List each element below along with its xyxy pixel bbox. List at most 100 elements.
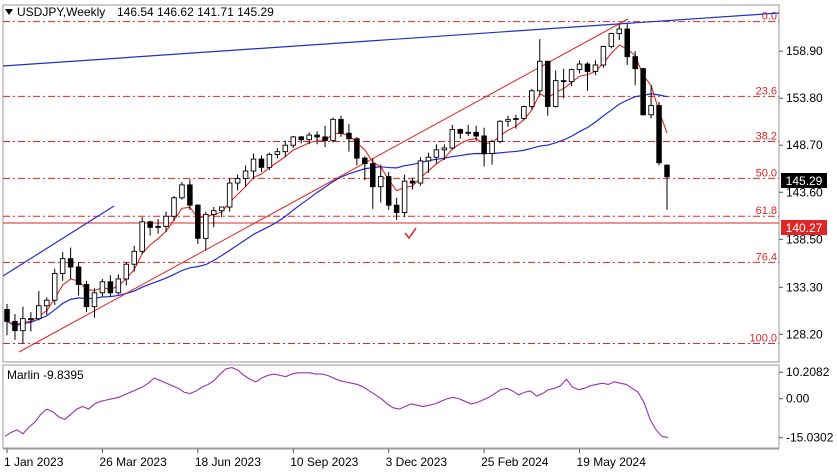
candle <box>195 204 201 244</box>
candle-body <box>640 68 646 116</box>
price-tick-label: 158.90 <box>786 44 823 58</box>
candle-body <box>91 292 98 308</box>
candle <box>616 23 623 41</box>
time-tick-label: 25 Feb 2024 <box>481 455 549 469</box>
red-envelope-line <box>6 44 668 326</box>
price-tick-label: 138.50 <box>786 232 823 246</box>
candle-body <box>67 258 74 268</box>
candle-body <box>648 105 654 116</box>
candle <box>417 157 424 186</box>
time-tick-label: 18 Jun 2023 <box>195 455 261 469</box>
candle <box>552 70 559 108</box>
candle <box>203 211 209 251</box>
candle-body <box>83 284 90 308</box>
candle <box>163 211 169 232</box>
candle-body <box>12 320 18 332</box>
candle-body <box>171 197 177 217</box>
candle-body <box>346 132 352 140</box>
trend-lines <box>2 12 780 353</box>
fib-level-label: 100.0 <box>749 333 777 345</box>
candle-body <box>552 80 559 107</box>
candle-body <box>139 221 145 252</box>
candle-body <box>4 308 10 322</box>
candle-body <box>195 204 201 239</box>
candle <box>139 217 145 255</box>
blue-trendline <box>2 12 780 67</box>
candle <box>457 128 464 139</box>
candle-body <box>441 147 448 151</box>
price-tick-label: 128.20 <box>786 327 823 341</box>
candle-body <box>330 118 336 142</box>
candle-body <box>576 63 583 71</box>
candle-body <box>505 118 511 122</box>
time-tick-label: 10 Sep 2023 <box>290 455 358 469</box>
candle <box>28 312 34 332</box>
candle-body <box>187 184 193 206</box>
candle <box>314 131 320 145</box>
candle <box>624 23 630 65</box>
candle <box>664 164 670 210</box>
candle <box>306 132 312 145</box>
candle-body <box>234 177 241 184</box>
candle <box>298 135 304 144</box>
candle <box>131 245 137 272</box>
time-tick-label: 19 May 2024 <box>577 455 647 469</box>
candle <box>433 144 440 164</box>
candle-body <box>433 149 440 158</box>
candle-body <box>616 28 623 35</box>
candle <box>282 140 289 158</box>
candle <box>505 115 511 127</box>
candle <box>513 114 519 129</box>
candle <box>576 60 583 74</box>
candle-body <box>370 163 376 188</box>
candle-body <box>457 129 464 134</box>
candle <box>346 124 352 152</box>
candle <box>226 178 233 212</box>
candle <box>234 174 241 191</box>
current-price-tag: 145.29 <box>781 173 827 188</box>
candle <box>544 60 551 116</box>
candle-body <box>465 131 471 134</box>
candle-body <box>36 305 42 320</box>
time-tick-label: 3 Dec 2023 <box>386 455 448 469</box>
candle-body <box>584 63 591 72</box>
fib-level-label: 23.6 <box>756 85 777 97</box>
price-tick-label: 143.60 <box>786 185 823 199</box>
candle <box>115 274 122 295</box>
candle-body <box>385 176 392 206</box>
candle-body <box>218 206 225 212</box>
candle <box>584 62 591 91</box>
price-tick-label: 148.70 <box>786 138 823 152</box>
candle <box>425 152 432 173</box>
candle <box>242 165 249 187</box>
candle <box>12 314 18 340</box>
moving-averages <box>6 44 668 327</box>
candle <box>250 153 257 180</box>
candle-body <box>338 118 344 134</box>
candle-body <box>322 136 328 142</box>
level-price-label: 140.27 <box>786 221 823 235</box>
candle-body <box>242 170 249 179</box>
candle-body <box>354 138 360 159</box>
candle-body <box>123 263 130 280</box>
candle-body <box>473 131 479 137</box>
candle <box>608 32 615 49</box>
candle <box>36 290 42 321</box>
candle <box>521 105 527 121</box>
price-tick-label: 153.80 <box>786 91 823 105</box>
candle <box>338 115 344 137</box>
candle-body <box>362 157 368 165</box>
candlesticks <box>4 23 670 344</box>
fibonacci-levels: 0.0 23.6 38.2 50.0 61.8 76.4 100.0 <box>3 11 779 345</box>
candle-body <box>203 213 209 239</box>
candle-body <box>28 318 34 321</box>
candle-body <box>274 151 281 155</box>
candle <box>266 152 273 171</box>
indicator-axis: 10.2082 0.00 -15.0302 <box>779 365 834 445</box>
candle <box>99 278 106 297</box>
candle-body <box>51 272 58 301</box>
dropdown-triangle-icon[interactable] <box>5 9 13 15</box>
candle <box>147 220 153 236</box>
marlin-oscillator-line <box>4 367 669 439</box>
